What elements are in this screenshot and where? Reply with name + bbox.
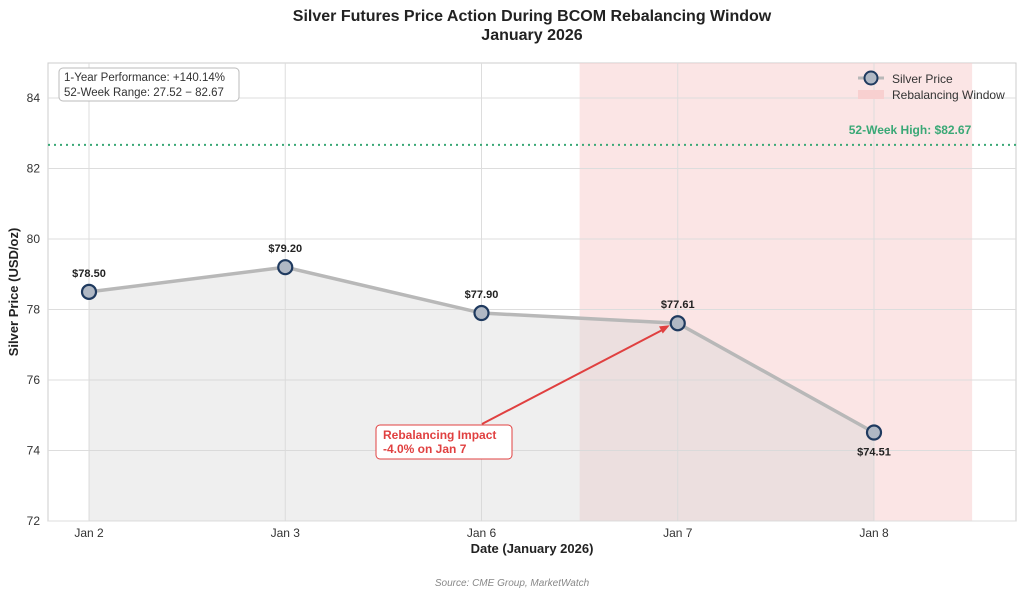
x-tick-label: Jan 8 (859, 526, 889, 540)
annotation-line-2: -4.0% on Jan 7 (383, 442, 467, 456)
rebalancing-window (579, 63, 973, 521)
y-tick-label: 82 (27, 162, 41, 176)
annotation-arrowhead (659, 325, 670, 334)
y-tick-label: 84 (27, 91, 41, 105)
x-tick-label: Jan 7 (663, 526, 693, 540)
data-label: $77.90 (465, 289, 499, 301)
x-tick-label: Jan 3 (271, 526, 301, 540)
x-tick-label: Jan 2 (74, 526, 104, 540)
data-label: $77.61 (661, 299, 695, 311)
y-tick-label: 74 (27, 444, 41, 458)
chart-subtitle: January 2026 (481, 27, 583, 44)
x-tick-label: Jan 6 (467, 526, 497, 540)
data-point (277, 259, 294, 276)
data-point (473, 304, 490, 322)
legend: Silver Price Rebalancing Window (858, 70, 1005, 102)
annotation-box: Rebalancing Impact -4.0% on Jan 7 (375, 424, 513, 460)
y-tick-label: 76 (27, 373, 41, 387)
info-box: 1-Year Performance: +140.14% 52-Week Ran… (58, 67, 240, 102)
y-tick-label: 72 (27, 514, 41, 528)
data-label: $74.51 (857, 447, 891, 459)
y-tick-label: 78 (27, 303, 41, 317)
data-point (80, 283, 98, 300)
x-axis-label: Date (January 2026) (471, 541, 594, 556)
info-line-1: 1-Year Performance: +140.14% (64, 72, 225, 84)
annotation-arrow (481, 328, 665, 425)
legend-label-silver: Silver Price (892, 72, 953, 86)
y-axis-label: Silver Price (USD/oz) (6, 228, 21, 357)
info-line-2: 52-Week Range: 27.52 − 82.67 (64, 87, 224, 99)
legend-label-window: Rebalancing Window (892, 88, 1005, 102)
data-label: $79.20 (268, 243, 302, 255)
52-week-high-label: 52-Week High: $82.67 (849, 123, 972, 137)
annotation-line-1: Rebalancing Impact (383, 428, 496, 442)
legend-marker-silver (863, 70, 879, 86)
data-point (669, 315, 686, 332)
chart-title: Silver Futures Price Action During BCOM … (293, 8, 772, 25)
source-note: Source: CME Group, MarketWatch (435, 578, 590, 589)
legend-swatch-window (858, 90, 884, 99)
data-label: $78.50 (72, 268, 106, 280)
y-tick-label: 80 (27, 232, 41, 246)
data-point (865, 424, 883, 441)
